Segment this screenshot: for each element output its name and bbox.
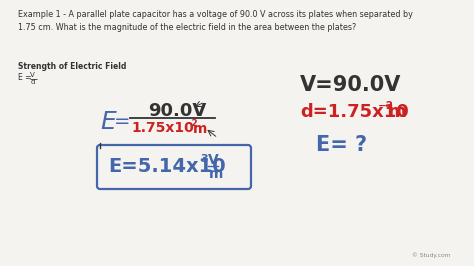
Text: E: E [100,110,116,134]
Text: Example 1 - A parallel plate capacitor has a voltage of 90.0 V across its plates: Example 1 - A parallel plate capacitor h… [18,10,413,32]
Text: −2: −2 [184,119,198,128]
Text: m: m [209,167,223,181]
Text: E=5.14x10: E=5.14x10 [108,157,226,177]
Text: −2: −2 [378,101,394,111]
Text: d=1.75x10: d=1.75x10 [300,103,409,121]
Text: 90.0V: 90.0V [148,102,206,120]
Text: =: = [114,113,130,131]
Text: 3: 3 [200,154,208,164]
Text: m: m [193,122,207,136]
Text: 1.75x10: 1.75x10 [131,121,194,135]
Text: V: V [208,153,219,167]
Text: E= ?: E= ? [316,135,367,155]
Text: © Study.com: © Study.com [412,252,450,258]
Text: E =: E = [18,73,31,82]
Text: V=90.0V: V=90.0V [300,75,401,95]
Text: V: V [30,72,35,78]
Text: m: m [388,103,407,121]
Text: Strength of Electric Field: Strength of Electric Field [18,62,127,71]
Text: d: d [30,80,35,85]
